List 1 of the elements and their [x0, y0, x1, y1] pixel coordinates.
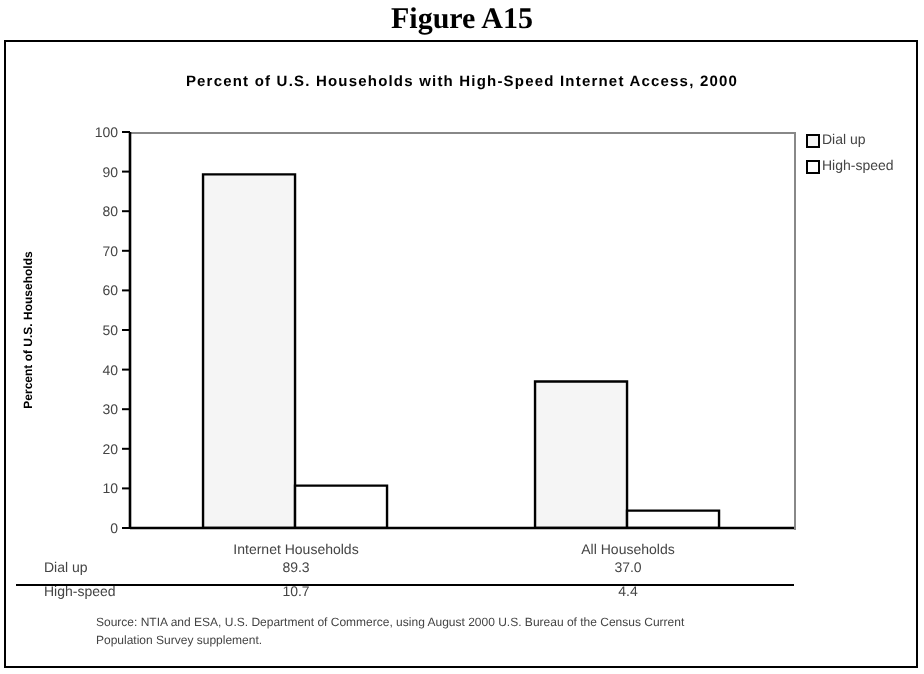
chart-title: Figure A15	[389, 4, 535, 38]
